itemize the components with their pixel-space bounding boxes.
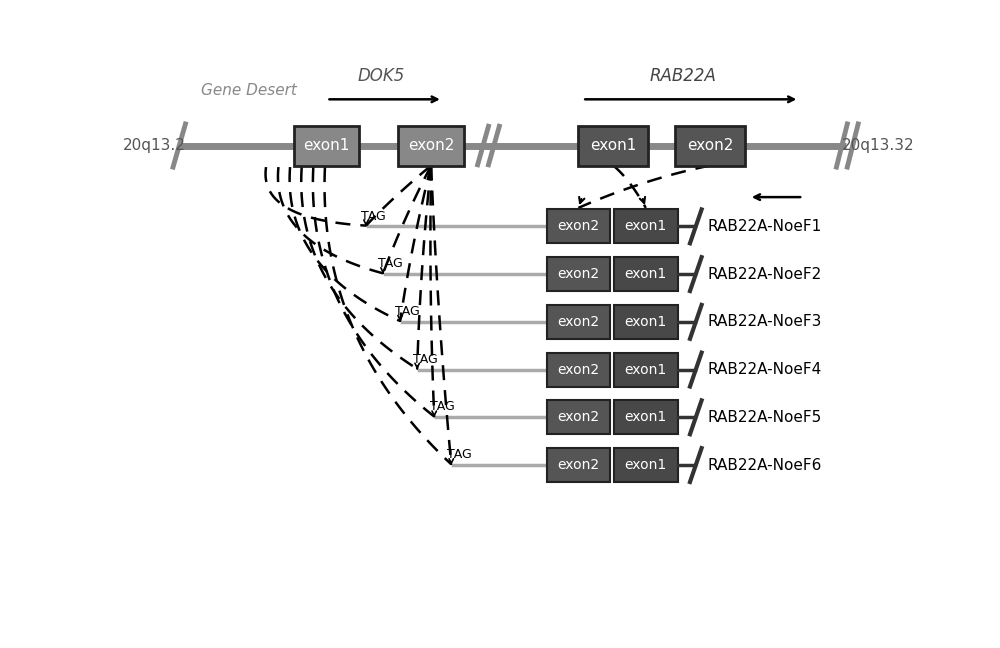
Text: TAG: TAG xyxy=(430,400,454,413)
Text: exon2: exon2 xyxy=(408,138,454,153)
FancyBboxPatch shape xyxy=(578,126,648,165)
FancyBboxPatch shape xyxy=(614,305,678,339)
Text: exon2: exon2 xyxy=(557,458,599,472)
Text: Gene Desert: Gene Desert xyxy=(201,83,297,98)
Text: exon2: exon2 xyxy=(557,410,599,424)
Text: exon1: exon1 xyxy=(625,267,667,281)
Text: RAB22A: RAB22A xyxy=(650,67,716,86)
FancyBboxPatch shape xyxy=(547,257,610,291)
FancyBboxPatch shape xyxy=(614,400,678,434)
FancyBboxPatch shape xyxy=(547,400,610,434)
Text: exon2: exon2 xyxy=(687,138,733,153)
Text: exon2: exon2 xyxy=(557,315,599,329)
FancyBboxPatch shape xyxy=(547,305,610,339)
Text: RAB22A-NoeF3: RAB22A-NoeF3 xyxy=(707,314,821,329)
Text: exon1: exon1 xyxy=(625,458,667,472)
Text: exon1: exon1 xyxy=(590,138,636,153)
FancyBboxPatch shape xyxy=(614,209,678,243)
Text: DOK5: DOK5 xyxy=(357,67,404,86)
FancyBboxPatch shape xyxy=(614,448,678,482)
Text: 20q13.32: 20q13.32 xyxy=(842,138,915,153)
Text: RAB22A-NoeF5: RAB22A-NoeF5 xyxy=(707,410,821,425)
Text: exon1: exon1 xyxy=(625,363,667,376)
Text: RAB22A-NoeF4: RAB22A-NoeF4 xyxy=(707,362,821,377)
FancyBboxPatch shape xyxy=(614,353,678,386)
FancyBboxPatch shape xyxy=(547,209,610,243)
Text: exon1: exon1 xyxy=(303,138,350,153)
FancyBboxPatch shape xyxy=(614,257,678,291)
Text: RAB22A-NoeF6: RAB22A-NoeF6 xyxy=(707,457,821,472)
FancyBboxPatch shape xyxy=(398,126,464,165)
Text: TAG: TAG xyxy=(378,257,403,270)
FancyBboxPatch shape xyxy=(547,448,610,482)
Text: RAB22A-NoeF1: RAB22A-NoeF1 xyxy=(707,219,821,234)
Text: exon2: exon2 xyxy=(557,267,599,281)
Text: 20q13.2: 20q13.2 xyxy=(123,138,186,153)
Text: TAG: TAG xyxy=(361,209,386,222)
Text: RAB22A-NoeF2: RAB22A-NoeF2 xyxy=(707,266,821,282)
Text: TAG: TAG xyxy=(413,353,437,365)
Text: TAG: TAG xyxy=(395,305,420,318)
Text: TAG: TAG xyxy=(447,448,471,461)
Text: exon2: exon2 xyxy=(557,220,599,233)
FancyBboxPatch shape xyxy=(547,353,610,386)
FancyBboxPatch shape xyxy=(675,126,745,165)
FancyBboxPatch shape xyxy=(294,126,359,165)
Text: exon2: exon2 xyxy=(557,363,599,376)
Text: exon1: exon1 xyxy=(625,410,667,424)
Text: exon1: exon1 xyxy=(625,315,667,329)
Text: exon1: exon1 xyxy=(625,220,667,233)
